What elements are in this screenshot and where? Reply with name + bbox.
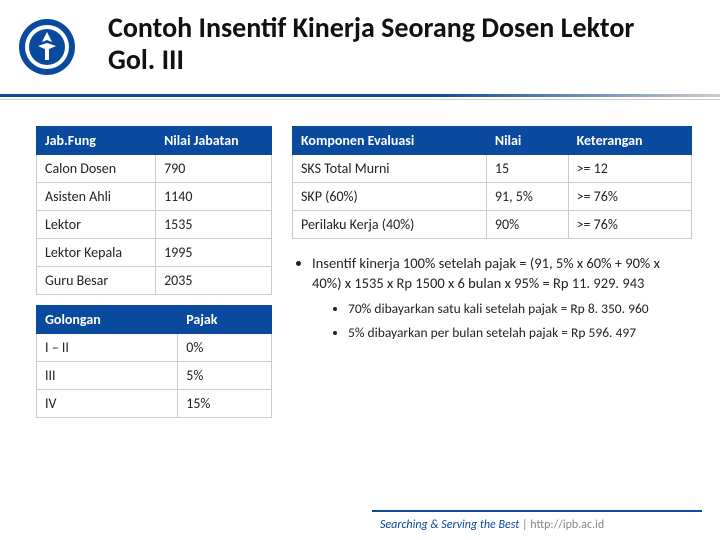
table-golongan: Golongan Pajak I – II0% III5% IV15% xyxy=(36,305,272,418)
table-row: SKS Total Murni15>= 12 xyxy=(293,155,692,183)
th-komponen: Komponen Evaluasi xyxy=(293,127,487,155)
table-row: Lektor1535 xyxy=(37,211,272,239)
table-komponen-evaluasi: Komponen Evaluasi Nilai Keterangan SKS T… xyxy=(292,126,692,239)
table-row: I – II0% xyxy=(37,334,272,362)
footer-tagline: Searching & Serving the Best xyxy=(380,518,519,532)
institution-logo xyxy=(18,18,76,76)
table-row: Lektor Kepala1995 xyxy=(37,239,272,267)
bullet-main: Insentif kinerja 100% setelah pajak = (9… xyxy=(312,253,692,294)
table-row: Guru Besar2035 xyxy=(37,267,272,295)
bullet-sub: 5% dibayarkan per bulan setelah pajak = … xyxy=(348,324,692,343)
th-nilai-jabatan: Nilai Jabatan xyxy=(156,127,272,155)
th-jabfung: Jab.Fung xyxy=(37,127,156,155)
table-jab-fung: Jab.Fung Nilai Jabatan Calon Dosen790 As… xyxy=(36,126,272,295)
footer-url: http://ipb.ac.id xyxy=(530,518,604,532)
th-golongan: Golongan xyxy=(37,306,178,334)
title-underline xyxy=(0,94,720,97)
table-row: III5% xyxy=(37,362,272,390)
table-row: Asisten Ahli1140 xyxy=(37,183,272,211)
table-row: Calon Dosen790 xyxy=(37,155,272,183)
th-pajak: Pajak xyxy=(178,306,272,334)
table-row: Perilaku Kerja (40%)90%>= 76% xyxy=(293,211,692,239)
left-column: Jab.Fung Nilai Jabatan Calon Dosen790 As… xyxy=(36,126,272,428)
footer-rule xyxy=(372,510,702,512)
right-column: Komponen Evaluasi Nilai Keterangan SKS T… xyxy=(292,126,692,349)
th-nilai: Nilai xyxy=(486,127,568,155)
bullet-sub: 70% dibayarkan satu kali setelah pajak =… xyxy=(348,300,692,319)
slide-title: Contoh Insentif Kinerja Seorang Dosen Le… xyxy=(108,12,668,76)
table-row: IV15% xyxy=(37,390,272,418)
title-underline-thin xyxy=(0,99,720,100)
table-row: SKP (60%)91, 5%>= 76% xyxy=(293,183,692,211)
footer: Searching & Serving the Best | http://ip… xyxy=(380,518,604,532)
calculation-notes: Insentif kinerja 100% setelah pajak = (9… xyxy=(292,253,692,343)
th-keterangan: Keterangan xyxy=(568,127,691,155)
